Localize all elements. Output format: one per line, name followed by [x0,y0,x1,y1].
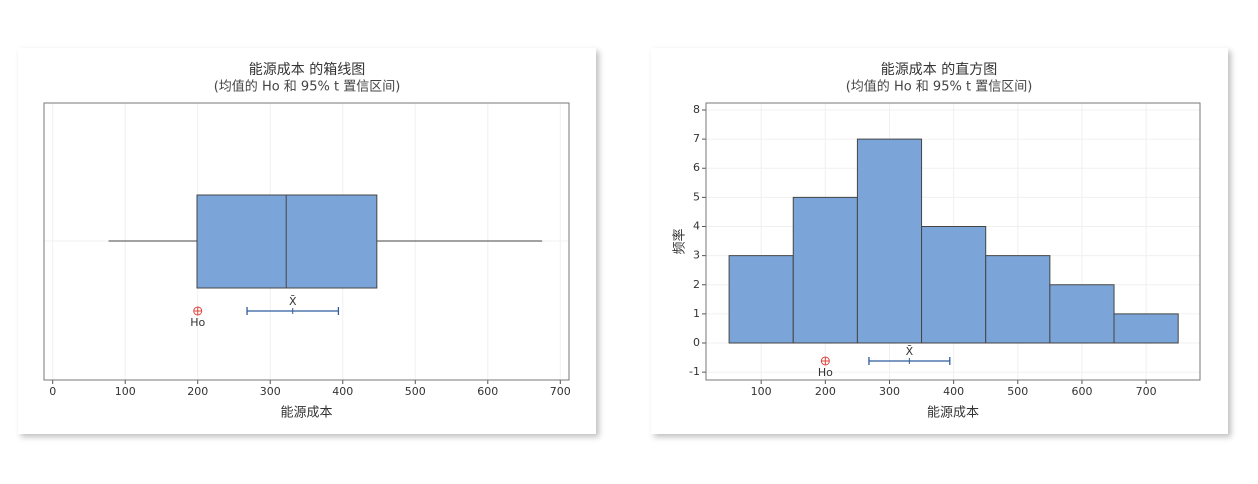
plot-frame [705,102,1201,381]
x-tick-label: 300 [260,385,281,398]
x-axis-label: 能源成本 [927,406,979,421]
bar [985,255,1051,344]
y-tick-label: 6 [693,161,700,174]
bar [1049,284,1115,344]
x-tick-label: 200 [815,385,836,398]
x-tick-label: 700 [1136,385,1157,398]
y-tick-label: 7 [693,132,700,145]
y-tick-label: -1 [689,365,700,378]
chart-subtitle: (均值的 Ho 和 95% t 置信区间) [846,79,1033,95]
y-axis-label: 频率 [672,228,688,254]
bar [1113,313,1179,344]
x-tick-label: 500 [1007,385,1028,398]
x-tick-label: 400 [943,385,964,398]
x-tick-label: 500 [405,385,426,398]
x-tick-label: 600 [1071,385,1092,398]
x-tick-label: 200 [187,385,208,398]
x-tick-label: 300 [879,385,900,398]
chart-subtitle: (均值的 Ho 和 95% t 置信区间) [214,79,401,95]
y-tick-label: 5 [693,190,700,203]
chart-title: 能源成本 的直方图 [881,61,997,78]
x-tick-label: 100 [751,385,772,398]
x-tick-label: 0 [49,385,56,398]
ho-label: Ho [190,316,205,329]
mean-label: X̄ [906,345,914,358]
y-tick-label: 1 [693,307,700,320]
x-tick-label: 400 [332,385,353,398]
box [196,194,378,289]
x-tick-label: 100 [115,385,136,398]
y-tick-label: 4 [693,219,700,232]
x-tick-label: 700 [550,385,571,398]
x-axis-label: 能源成本 [280,406,332,421]
y-tick-label: 3 [693,249,700,262]
y-tick-label: 8 [693,103,700,116]
mean-label: X̄ [289,295,297,308]
y-tick-label: 2 [693,278,700,291]
y-tick-label: 0 [693,336,700,349]
bar [792,196,858,344]
bar [921,225,987,344]
x-tick-label: 600 [477,385,498,398]
bar [856,138,923,344]
plot-frame [43,102,570,381]
ho-label: Ho [818,366,833,379]
chart-title: 能源成本 的箱线图 [249,62,365,78]
bar [728,255,794,344]
